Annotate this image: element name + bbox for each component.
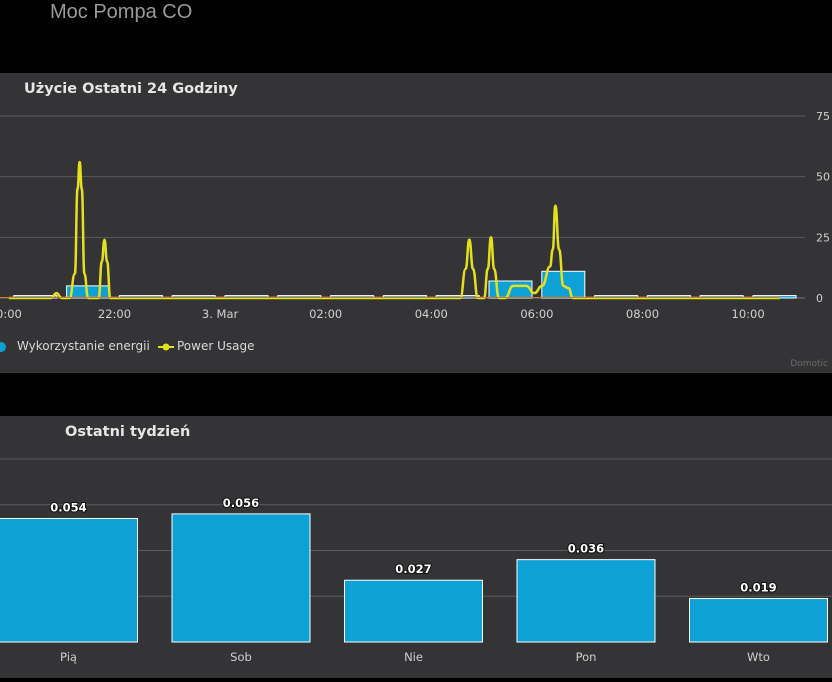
week-chart-title: Ostatni tydzień <box>65 424 191 440</box>
week-bar-data-label: 0.056 <box>223 496 259 510</box>
week-chart-plot: 0.054 Pią 0.056 Sob 0.027 Nie 0.036 Pon 0.019 Wto <box>0 458 832 664</box>
week-bar <box>344 579 483 643</box>
y-tick-label: 25 <box>816 231 830 244</box>
week-bar <box>516 559 656 643</box>
x-tick-label: Pią <box>60 650 77 664</box>
x-tick-label: 02:00 <box>309 307 342 321</box>
legend-energy-label: Wykorzystanie energii <box>17 339 150 353</box>
week-bar-data-label: 0.027 <box>395 562 431 576</box>
x-tick-label: 22:00 <box>98 307 131 321</box>
week-bar-data-label: 0.036 <box>568 542 604 556</box>
x-tick-label: 06:00 <box>520 307 553 321</box>
credits-text[interactable]: Domotic <box>790 359 828 369</box>
week-usage-chart-panel: Ostatni tydzień 0.054 Pią 0.056 Sob 0.027 Nie… <box>0 416 832 678</box>
x-tick-label: Wto <box>747 650 770 664</box>
week-bar-data-label: 0.019 <box>740 581 776 595</box>
y-tick-label: 0 <box>816 292 823 305</box>
week-bar-data-label: 0.054 <box>50 500 86 514</box>
x-tick-label: Nie <box>404 650 423 664</box>
power-usage-line <box>8 160 780 300</box>
x-tick-label: Pon <box>576 650 597 664</box>
week-bar <box>689 598 828 643</box>
legend-power-label: Power Usage <box>177 339 255 353</box>
day-chart-plot: 75 50 25 0 0:00 22:00 3. Mar 02:00 04:00 06:00 08:… <box>0 110 830 321</box>
week-bar <box>171 513 311 643</box>
y-tick-label: 75 <box>816 110 830 123</box>
x-tick-label: Sob <box>230 650 252 664</box>
week-bar <box>0 517 138 643</box>
x-tick-label: 08:00 <box>626 307 659 321</box>
legend-energy-marker <box>0 342 6 352</box>
y-tick-label: 50 <box>816 171 830 184</box>
day-usage-chart-panel: Użycie Ostatni 24 Godziny 75 50 25 0 0:00 22:… <box>0 73 832 373</box>
day-chart-title: Użycie Ostatni 24 Godziny <box>24 81 238 97</box>
x-tick-label: 3. Mar <box>202 307 239 321</box>
legend-power-marker <box>158 343 174 351</box>
x-tick-label: 04:00 <box>415 307 448 321</box>
x-tick-label: 0:00 <box>0 307 22 321</box>
page-title: Moc Pompa CO <box>50 1 193 23</box>
x-tick-label: 10:00 <box>732 307 765 321</box>
